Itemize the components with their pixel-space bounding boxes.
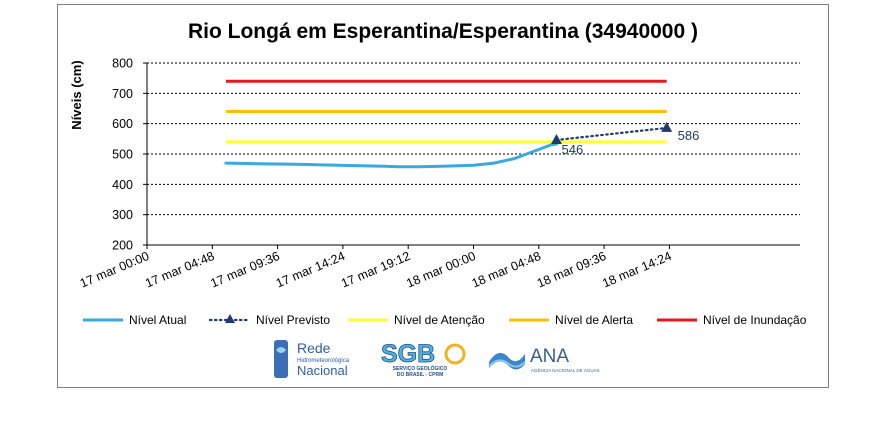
legend: Nível Atual Nível Previsto Nível de Atençã… [83, 313, 807, 327]
sgb-logo-main: SGB [381, 340, 435, 368]
x-tick-label: 18 mar 09:36 [535, 249, 608, 291]
y-tick-label: 600 [112, 117, 133, 131]
forecast-point-marker [550, 134, 562, 145]
sgb-logo: SGB SERVIÇO GEOLÓGICO DO BRASIL - CPRM [381, 340, 466, 378]
x-tick-label: 17 mar 04:48 [143, 249, 216, 291]
legend-marker [225, 314, 235, 323]
threshold-lines [225, 79, 667, 144]
x-tick-label: 17 mar 14:24 [274, 249, 347, 291]
axes [143, 62, 800, 249]
y-tick-labels: 200 300 400 500 600 700 800 [112, 57, 133, 253]
y-tick-label: 700 [112, 87, 133, 101]
y-tick-label: 200 [112, 239, 133, 253]
rede-logo-line3: Nacional [297, 363, 348, 378]
data-label: 586 [678, 128, 700, 143]
ana-logo-main: ANA [530, 346, 569, 367]
chart-title: Rio Longá em Esperantina/Esperantina (34… [188, 20, 698, 43]
sgb-logo-sub1: SERVIÇO GEOLÓGICO [393, 364, 448, 372]
data-label: 546 [561, 142, 583, 157]
legend-label: Nível Previsto [256, 313, 330, 327]
x-tick-label: 17 mar 00:00 [78, 249, 151, 291]
rede-logo-mark [274, 340, 288, 378]
y-tick-label: 400 [112, 178, 133, 192]
rede-logo: Rede Hidrometeorológica Nacional [274, 340, 350, 378]
x-tick-label: 17 mar 19:12 [339, 249, 412, 291]
y-tick-label: 300 [112, 208, 133, 222]
rede-logo-line1: Rede [297, 340, 331, 356]
x-tick-label: 18 mar 14:24 [600, 249, 673, 291]
rede-logo-drop [276, 347, 286, 353]
ana-logo-wave [489, 352, 525, 370]
series-lines: 546 586 [224, 121, 700, 169]
x-tick-label: 18 mar 00:00 [404, 249, 477, 291]
gridlines [147, 62, 800, 216]
legend-label: Nível Atual [129, 313, 186, 327]
y-axis-label: Níveis (cm) [69, 60, 84, 129]
legend-label: Nível de Atenção [394, 313, 485, 327]
ana-logo-wave2 [488, 359, 526, 368]
legend-label: Nível de Alerta [555, 313, 633, 327]
rede-logo-line2: Hidrometeorológica [297, 358, 350, 364]
y-tick-label: 500 [112, 148, 133, 162]
sgb-logo-sub2: DO BRASIL - CPRM [397, 372, 444, 378]
forecast-level-line [555, 126, 668, 142]
forecast-point-marker [661, 121, 673, 132]
ana-logo-sub: AGÊNCIA NACIONAL DE ÁGUAS [531, 366, 600, 373]
observed-level-line [224, 142, 558, 169]
ana-logo: ANA AGÊNCIA NACIONAL DE ÁGUAS [488, 346, 600, 373]
chart-frame [57, 4, 829, 388]
x-tick-label: 17 mar 09:36 [208, 249, 281, 291]
x-tick-label: 18 mar 04:48 [470, 249, 543, 291]
legend-label: Nível de Inundação [703, 313, 807, 327]
sgb-logo-ring [444, 343, 466, 365]
y-tick-label: 800 [112, 57, 133, 71]
